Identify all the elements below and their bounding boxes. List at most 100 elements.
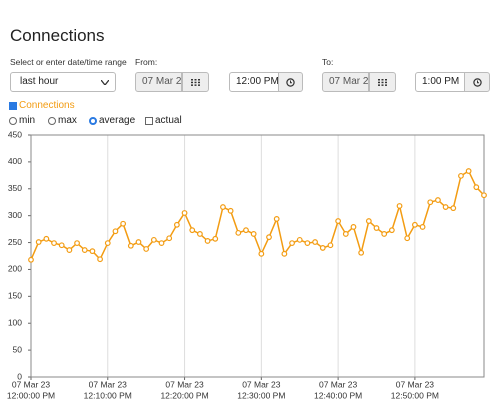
data-point: [243, 227, 249, 234]
x-tick-label: 12:10:00 PM: [84, 390, 132, 400]
option-label: average: [99, 115, 136, 126]
data-point: [458, 172, 464, 179]
data-point: [419, 224, 426, 230]
data-point: [381, 231, 388, 237]
y-tick-label: 200: [8, 264, 22, 274]
to-time-input[interactable]: 1:00 PM: [415, 72, 465, 92]
plot-frame: [30, 134, 485, 378]
checkbox: [145, 116, 153, 125]
x-tick-label: 12:40:00 PM: [314, 390, 362, 400]
option-label: max: [58, 115, 77, 126]
data-point: [273, 215, 280, 222]
from-date-value: 07 Mar 2: [142, 76, 182, 87]
to-time-value: 1:00 PM: [422, 76, 460, 87]
grid-icon: [378, 78, 387, 86]
to-label: To:: [322, 57, 334, 67]
x-tick-label: 07 Mar 23: [165, 379, 204, 389]
data-point: [442, 204, 449, 210]
range-select-value: last hour: [20, 76, 59, 87]
from-time-value: 12:00 PM: [236, 76, 279, 87]
range-select[interactable]: last hour: [10, 72, 116, 92]
checkbox: [9, 101, 17, 110]
from-time-button[interactable]: [278, 72, 303, 92]
to-date-input[interactable]: 07 Mar 2: [322, 72, 369, 92]
data-point: [266, 234, 272, 241]
x-tick-label: 07 Mar 23: [319, 379, 358, 389]
grid-icon: [191, 78, 200, 86]
data-point: [281, 250, 288, 257]
from-date-button[interactable]: [182, 72, 209, 92]
data-point: [304, 240, 311, 246]
data-point: [173, 221, 180, 228]
option-min[interactable]: min: [9, 115, 35, 126]
data-point: [35, 239, 42, 245]
data-point: [135, 239, 142, 245]
y-tick-label: 400: [8, 156, 22, 166]
data-point: [373, 225, 380, 231]
data-point: [127, 242, 134, 249]
radio: [48, 116, 56, 125]
data-point: [289, 240, 295, 246]
page-title: Connections: [10, 26, 105, 45]
data-point: [465, 168, 472, 174]
data-point: [104, 240, 111, 246]
data-point: [312, 239, 318, 245]
to-date-button[interactable]: [369, 72, 396, 92]
data-point: [342, 231, 349, 237]
option-average[interactable]: average: [89, 115, 135, 126]
series-line: [30, 169, 485, 261]
x-tick-label: 07 Mar 23: [12, 379, 51, 389]
clock-icon: [472, 77, 482, 87]
data-point: [43, 235, 50, 242]
data-point: [197, 231, 203, 237]
y-tick-label: 50: [13, 344, 23, 354]
option-max[interactable]: max: [48, 115, 77, 126]
data-point: [81, 247, 88, 253]
clock-icon: [286, 77, 295, 87]
from-time-input[interactable]: 12:00 PM: [229, 72, 279, 92]
data-point: [358, 249, 365, 256]
data-point: [58, 242, 65, 249]
data-point: [327, 242, 334, 249]
data-point: [427, 199, 434, 206]
data-point: [235, 229, 242, 236]
data-point: [450, 205, 457, 212]
x-tick-label: 07 Mar 23: [396, 379, 435, 389]
data-point: [166, 235, 173, 242]
data-point: [319, 245, 326, 251]
dropdown-arrow: [101, 80, 109, 85]
data-point: [350, 224, 357, 230]
data-point: [89, 248, 96, 255]
data-point: [250, 231, 257, 237]
data-point: [189, 227, 196, 234]
x-tick-label: 12:00:00 PM: [7, 390, 55, 400]
from-date-input[interactable]: 07 Mar 2: [135, 72, 182, 92]
data-point: [181, 210, 188, 216]
option-label: actual: [155, 115, 182, 126]
data-point: [97, 256, 104, 263]
data-point: [158, 240, 165, 246]
data-point: [258, 250, 265, 257]
y-tick-label: 250: [8, 237, 22, 247]
data-point: [481, 192, 487, 199]
option-actual[interactable]: actual: [145, 115, 182, 126]
to-time-button[interactable]: [464, 72, 490, 92]
y-tick-label: 150: [8, 291, 22, 301]
data-point: [220, 204, 226, 210]
series-toggle[interactable]: Connections: [9, 100, 75, 111]
to-date-value: 07 Mar 2: [329, 76, 369, 87]
data-point: [212, 235, 219, 242]
y-tick-label: 0: [17, 371, 22, 381]
data-point: [435, 197, 441, 203]
x-tick-label: 12:30:00 PM: [237, 390, 285, 400]
data-point: [143, 246, 150, 252]
x-tick-label: 07 Mar 23: [242, 379, 281, 389]
y-tick-label: 300: [8, 210, 22, 220]
data-point: [28, 256, 34, 263]
data-point: [335, 218, 342, 224]
y-tick-label: 450: [8, 129, 22, 139]
x-tick-label: 12:20:00 PM: [160, 390, 208, 400]
y-tick-label: 100: [8, 317, 22, 327]
